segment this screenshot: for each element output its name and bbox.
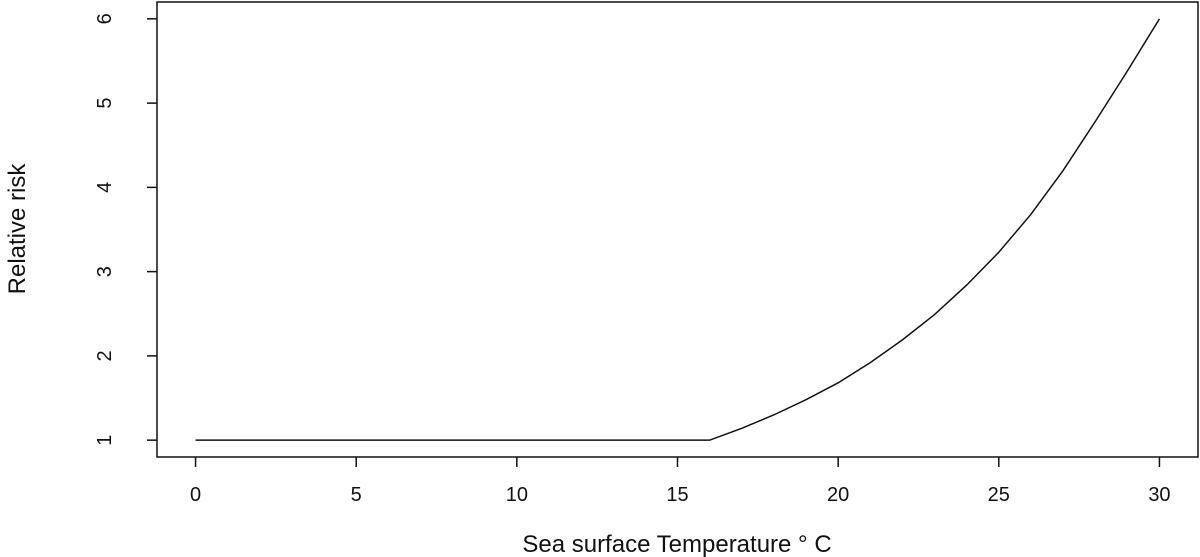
x-axis-title: Sea surface Temperature ° C <box>522 531 831 557</box>
y-tick-label: 4 <box>94 182 116 193</box>
y-tick-label: 2 <box>94 350 116 361</box>
x-axis: 0 5 10 15 20 25 30 <box>190 457 1171 506</box>
x-tick-label: 20 <box>827 484 849 506</box>
y-axis-title: Relative risk <box>4 163 31 295</box>
x-tick-label: 0 <box>190 484 201 506</box>
x-tick-label: 25 <box>988 484 1010 506</box>
y-tick-label: 5 <box>94 98 116 109</box>
relative-risk-line <box>195 18 1161 441</box>
plot-frame <box>156 1 1199 458</box>
y-tick-label: 1 <box>94 435 116 446</box>
x-tick-label: 30 <box>1148 484 1170 506</box>
y-tick-label: 3 <box>94 266 116 277</box>
x-tick-label: 15 <box>666 484 688 506</box>
y-tick-label: 6 <box>94 13 116 24</box>
x-tick-label: 10 <box>506 484 528 506</box>
x-tick-label: 5 <box>351 484 362 506</box>
y-axis: 1 2 3 4 5 6 <box>94 13 157 446</box>
